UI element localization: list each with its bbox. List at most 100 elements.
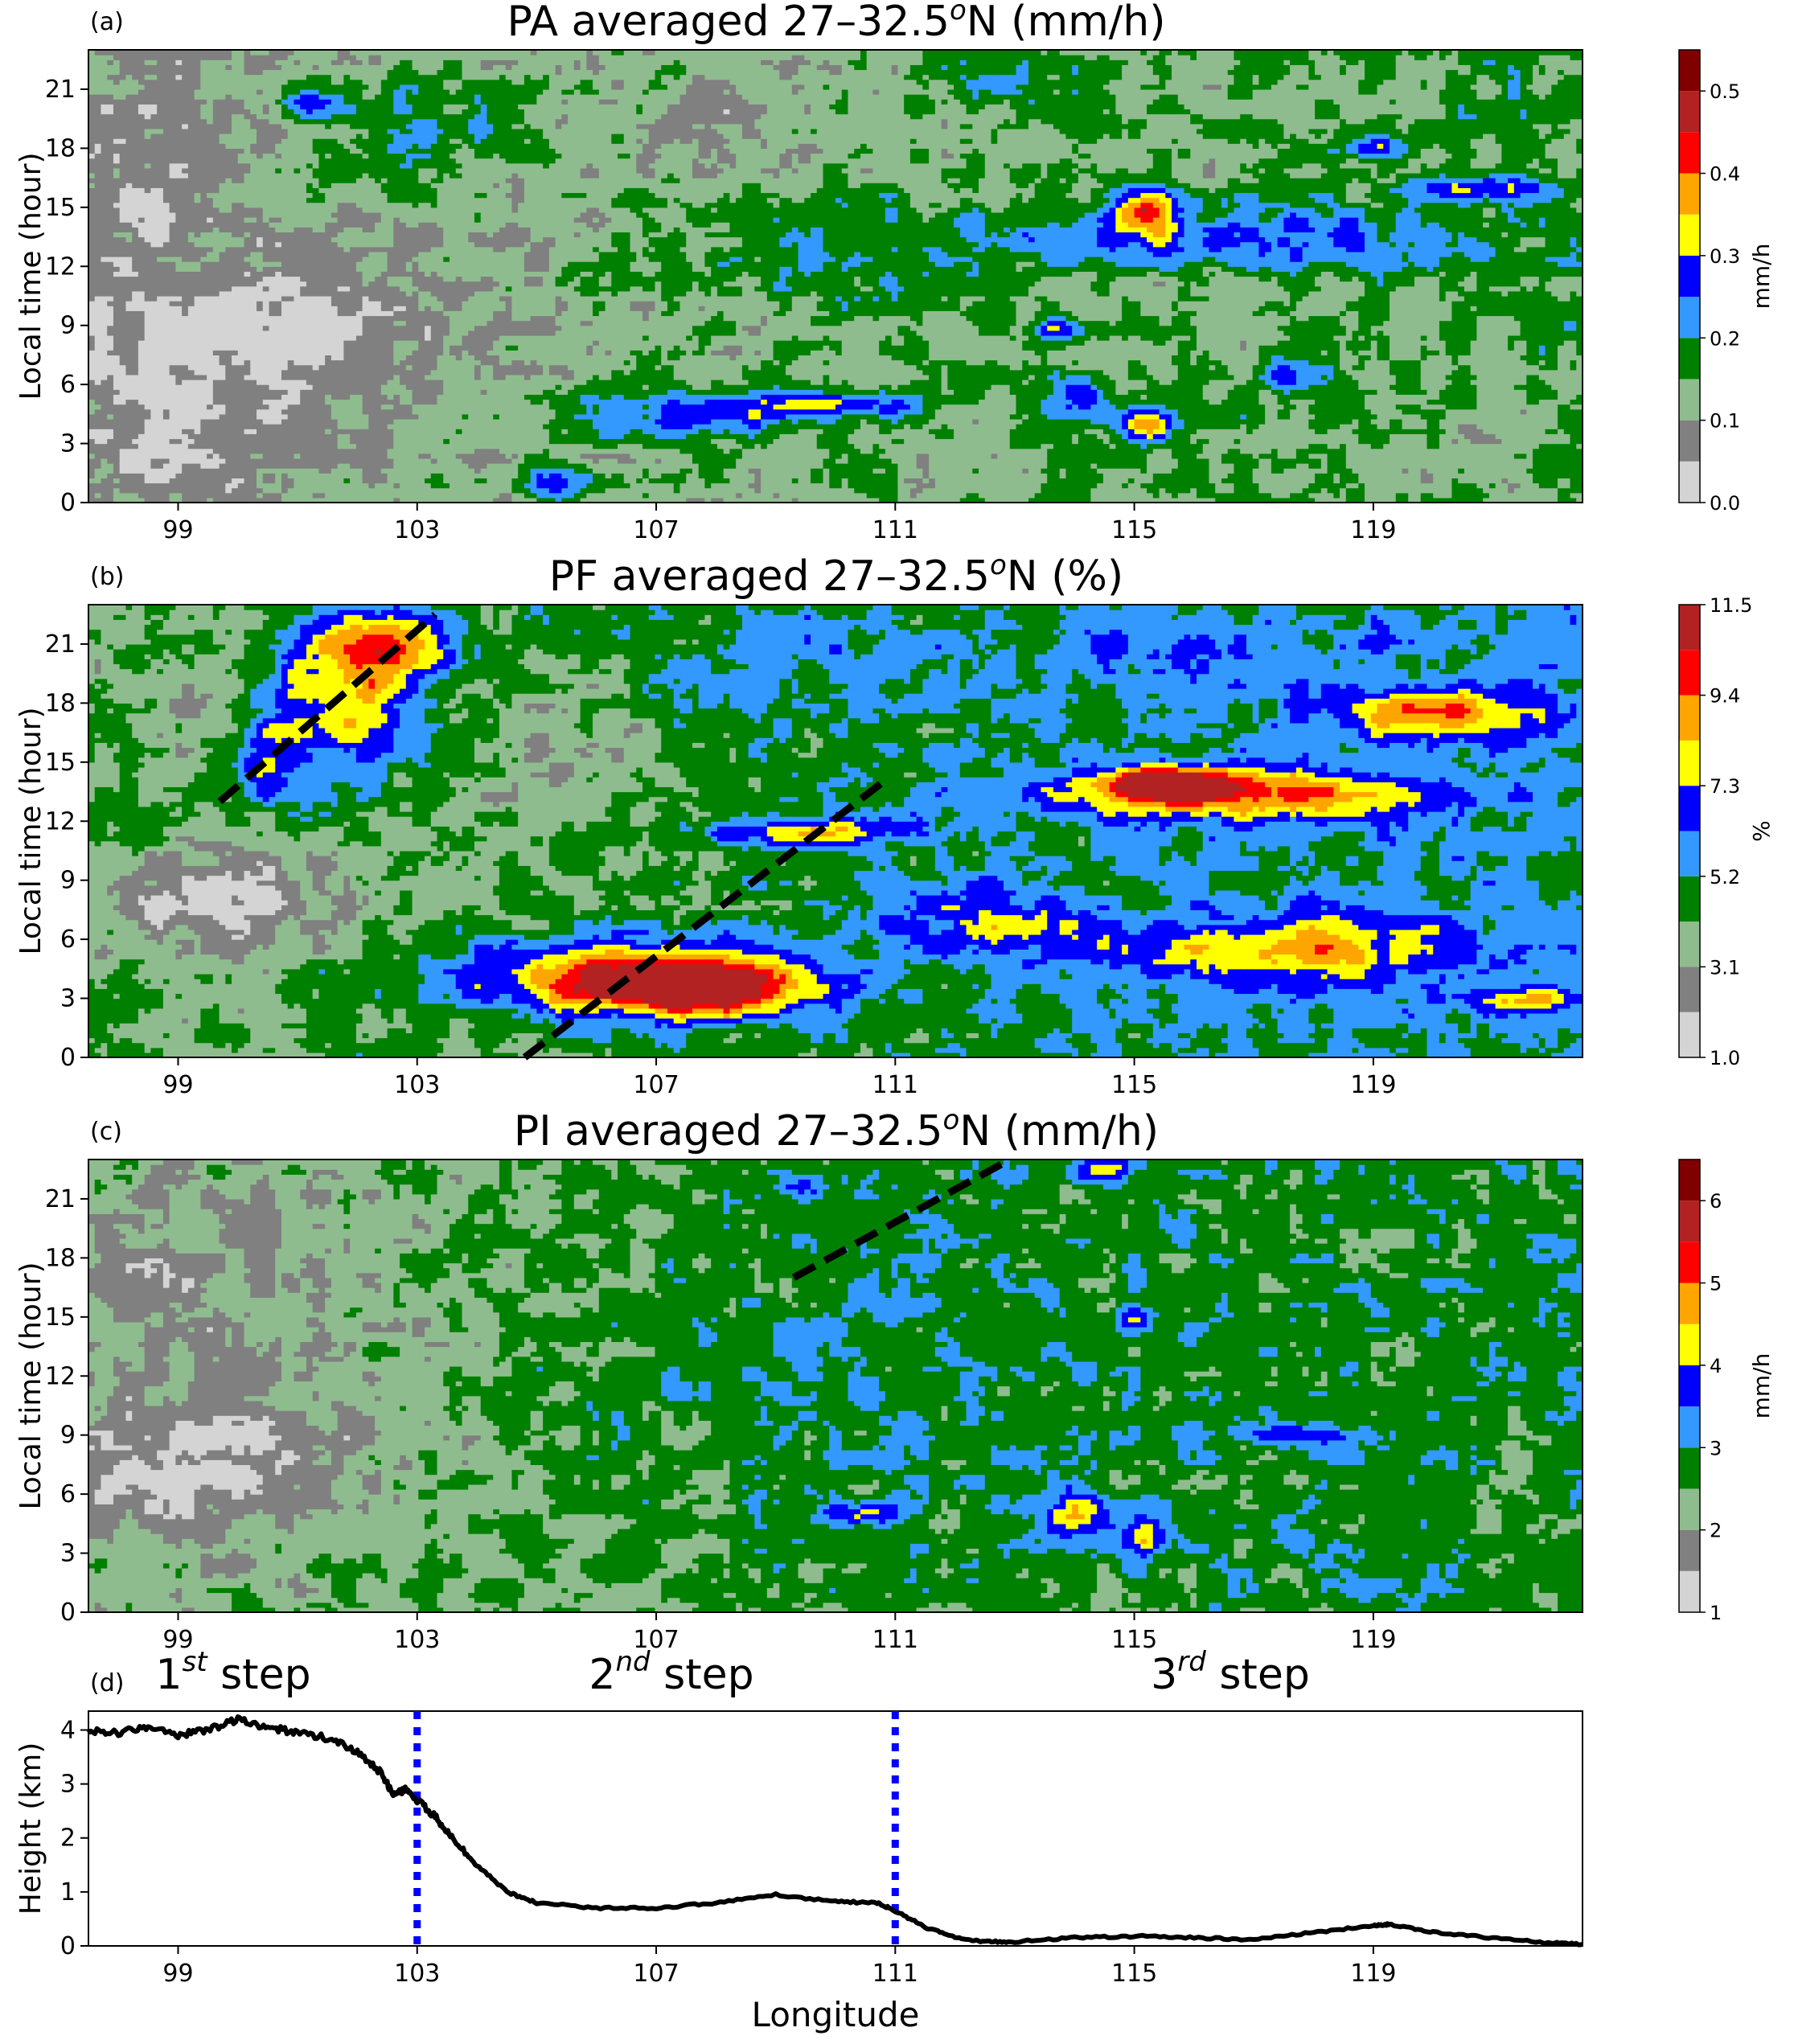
heatmap-cell [125,163,132,169]
heatmap-cell [175,129,182,134]
heatmap-cell [207,109,213,114]
heatmap-cell [213,138,220,144]
heatmap-cell [138,291,145,297]
heatmap-cell [120,80,126,85]
heatmap-cell [95,449,101,454]
heatmap-cell [101,414,107,420]
heatmap-cell [120,178,126,183]
heatmap-cell [88,370,95,376]
heatmap-cell [175,69,182,75]
heatmap-cell [138,124,145,129]
heatmap-cell [145,306,151,311]
heatmap-cell [150,478,157,483]
heatmap-cell [213,217,220,223]
heatmap-cell [120,60,126,65]
heatmap-cell [95,154,101,159]
heatmap-cells-a [88,50,1583,503]
heatmap-cell [145,281,151,287]
heatmap-cell [188,365,195,371]
heatmap-cell [175,277,182,282]
heatmap-cell [95,321,101,326]
heatmap-cell [157,80,163,85]
heatmap-cell [150,277,157,282]
heatmap-cell [207,84,213,90]
heatmap-cell [200,488,207,494]
heatmap-cell [175,173,182,179]
heatmap-cell [95,242,101,248]
heatmap-cell [163,163,170,169]
heatmap-cell [145,124,151,129]
heatmap-cell [88,192,95,198]
heatmap-cell [200,326,207,331]
heatmap-cell [207,404,213,410]
heatmap-cell [107,365,113,371]
heatmap-cell [195,375,201,380]
heatmap-cell [88,163,95,169]
heatmap-cell [163,109,170,114]
heatmap-cell [88,266,95,272]
heatmap-cell [175,119,182,125]
heatmap-cell [145,60,151,65]
heatmap-cell [195,247,201,252]
heatmap-cell [163,370,170,376]
heatmap-cell [188,143,195,149]
heatmap-cell [150,326,157,331]
heatmap-cell [157,340,163,346]
heatmap-cell [125,60,132,65]
heatmap-cell [157,75,163,80]
heatmap-cell [132,109,138,114]
heatmap-cell [175,60,182,65]
heatmap-cell [120,133,126,139]
heatmap-cell [113,340,120,346]
heatmap-cell [182,315,188,321]
heatmap-cell [175,178,182,183]
heatmap-cell [170,154,176,159]
heatmap-cell [188,315,195,321]
heatmap-cell [150,380,157,385]
heatmap-cell [145,429,151,434]
heatmap-cell [150,414,157,420]
heatmap-cell [150,345,157,351]
heatmap-cell [188,438,195,444]
heatmap-cell [200,310,207,316]
heatmap-cell [188,449,195,454]
heatmap-cell [101,222,107,228]
heatmap-cell [163,414,170,420]
heatmap-cell [88,360,95,366]
heatmap-cell [88,168,95,174]
heatmap-cell [207,301,213,306]
heatmap-cell [207,227,213,232]
heatmap-cell [132,187,138,193]
heatmap-cell [145,335,151,341]
heatmap-cell [88,281,95,287]
heatmap-cell [120,433,126,439]
heatmap-cell [101,261,107,267]
heatmap-cell [195,222,201,228]
heatmap-cell [188,69,195,75]
heatmap-cell [120,143,126,149]
heatmap-cell [138,286,145,292]
heatmap-cell [95,375,101,380]
heatmap-cell [150,330,157,336]
heatmap-cell [88,242,95,248]
heatmap-cell [213,384,220,390]
heatmap-cell [125,488,132,494]
heatmap-cell [88,375,95,380]
heatmap-cell [101,326,107,331]
heatmap-cell [195,94,201,100]
heatmap-cell [113,227,120,232]
heatmap-cell [138,306,145,311]
heatmap-cell [113,183,120,188]
heatmap-cell [107,384,113,390]
heatmap-cell [200,207,207,213]
heatmap-cell [113,355,120,360]
heatmap-cell [125,438,132,444]
heatmap-cell [101,50,107,55]
heatmap-cell [145,187,151,193]
heatmap-cell [170,384,176,390]
heatmap-cell [157,257,163,262]
heatmap-cell [175,286,182,292]
heatmap-cell [157,414,163,420]
heatmap-cell [132,321,138,326]
heatmap-cell [120,227,126,232]
